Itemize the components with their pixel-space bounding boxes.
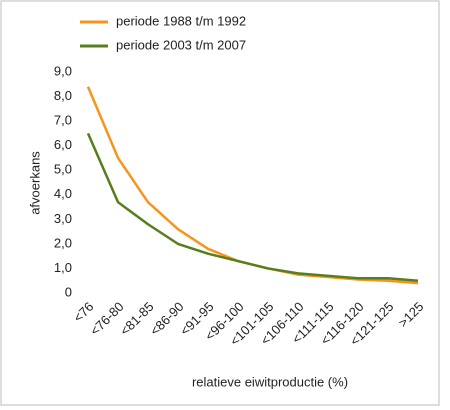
y-tick-label: 1,0 bbox=[54, 260, 72, 275]
y-tick-label: 7,0 bbox=[54, 113, 72, 128]
y-tick-label: 5,0 bbox=[54, 162, 72, 177]
y-axis-label: afvoerkans bbox=[27, 151, 42, 215]
frame bbox=[0, 0, 440, 406]
legend-label: periode 1988 t/m 1992 bbox=[116, 13, 246, 28]
series-line bbox=[86, 86, 419, 285]
y-tick-label: 4,0 bbox=[54, 186, 72, 201]
y-tick-label: 6,0 bbox=[54, 137, 72, 152]
y-tick-label: 2,0 bbox=[54, 235, 72, 250]
y-tick-label: 8,0 bbox=[54, 88, 72, 103]
series-line bbox=[86, 132, 419, 282]
x-tick-label: >125 bbox=[395, 299, 426, 330]
y-tick-label: 9,0 bbox=[54, 63, 72, 78]
y-tick-label: 3,0 bbox=[54, 211, 72, 226]
legend-label: periode 2003 t/m 2007 bbox=[116, 37, 246, 52]
y-tick-label: 0 bbox=[65, 284, 72, 299]
x-axis-label: relatieve eiwitproductie (%) bbox=[192, 374, 348, 389]
